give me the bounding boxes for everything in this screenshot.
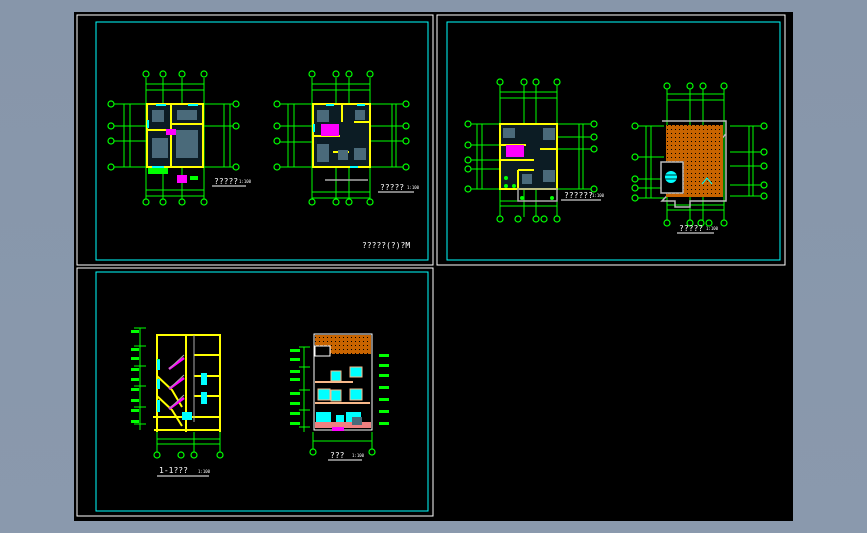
elevation[interactable]: ??? 1:100 [290,333,389,461]
floor-plan-2[interactable]: ????? 1:100 ?????(?)?M [273,70,420,250]
sheet-title: ?????(?)?M [362,241,410,250]
elevation-title: ??? [330,451,345,460]
floor-plan-1[interactable]: ????? 1:100 [107,70,252,206]
cad-drawing-canvas[interactable]: ????? 1:100 ????? 1:100 ?????(?)?M [74,12,793,521]
plan-title: ????? [214,177,238,186]
section-1-1[interactable]: 1-1??? 1:100 [131,327,224,477]
sheet-frame-top-left [76,14,434,266]
plan-title: ????? [380,183,404,192]
plan-scale: 1:100 [239,179,252,184]
drawing-svg: ????? 1:100 ????? 1:100 ?????(?)?M [76,14,786,517]
sheet-frame-top-right [436,14,786,266]
plan-title: ?????? [564,191,593,200]
floor-plan-3[interactable]: ?????? 1:100 [464,78,605,223]
plan-scale: 1:100 [407,185,420,190]
plan-scale: 1:100 [592,193,605,198]
plan-scale: 1:100 [706,226,719,231]
section-title: 1-1??? [159,466,188,475]
elevation-scale: 1:100 [352,453,365,458]
section-scale: 1:100 [198,469,211,474]
roof-plan[interactable]: ????? 1:100 [631,82,768,234]
sheet-frame-bottom-left [76,267,434,517]
plan-title: ????? [679,224,703,233]
